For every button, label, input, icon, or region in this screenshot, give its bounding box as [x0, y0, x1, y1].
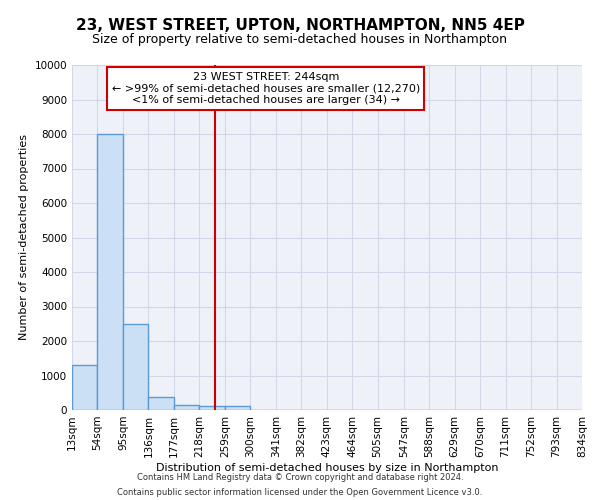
- Text: Contains public sector information licensed under the Open Government Licence v3: Contains public sector information licen…: [118, 488, 482, 497]
- Text: Size of property relative to semi-detached houses in Northampton: Size of property relative to semi-detach…: [92, 32, 508, 46]
- Text: Contains HM Land Registry data © Crown copyright and database right 2024.: Contains HM Land Registry data © Crown c…: [137, 473, 463, 482]
- X-axis label: Distribution of semi-detached houses by size in Northampton: Distribution of semi-detached houses by …: [156, 462, 498, 472]
- Bar: [199, 406, 225, 410]
- Bar: [72, 365, 97, 410]
- Y-axis label: Number of semi-detached properties: Number of semi-detached properties: [19, 134, 29, 340]
- Bar: [97, 134, 123, 410]
- Bar: [225, 406, 250, 410]
- Bar: [123, 324, 148, 410]
- Bar: [148, 397, 174, 410]
- Text: 23 WEST STREET: 244sqm
← >99% of semi-detached houses are smaller (12,270)
<1% o: 23 WEST STREET: 244sqm ← >99% of semi-de…: [112, 72, 420, 105]
- Text: 23, WEST STREET, UPTON, NORTHAMPTON, NN5 4EP: 23, WEST STREET, UPTON, NORTHAMPTON, NN5…: [76, 18, 524, 32]
- Bar: [174, 405, 199, 410]
